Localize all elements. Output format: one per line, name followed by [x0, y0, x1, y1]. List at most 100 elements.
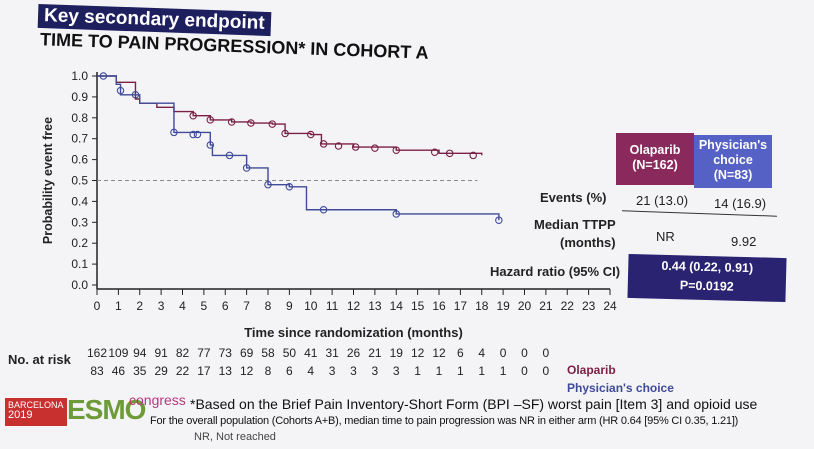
y-tick-label: 0.5 [71, 174, 88, 188]
logo-city: BARCELONA [8, 400, 64, 410]
y-tick-label: 0.9 [71, 90, 88, 104]
median-olaparib: NR [656, 229, 675, 244]
physician-header: Physician's choice (N=83) [694, 135, 772, 188]
censor-mark [242, 164, 251, 172]
censor-mark [351, 143, 360, 151]
x-tick-label: 16 [432, 299, 446, 313]
censor-mark [392, 146, 400, 154]
censor-mark [227, 118, 236, 126]
physician-header-name: Physician's [698, 138, 768, 152]
olaparib-header: Olaparib (N=162) [616, 133, 694, 185]
x-tick-label: 22 [561, 299, 575, 313]
censor-mark [189, 130, 197, 139]
risk-count: 4 [478, 346, 486, 360]
y-tick-label: 0.0 [71, 278, 88, 292]
risk-count: 0 [521, 364, 528, 378]
x-tick-label: 4 [179, 299, 186, 313]
x-tick-label: 19 [496, 299, 510, 313]
risk-count: 50 [282, 346, 297, 360]
risk-row-label: Physician's choice [567, 381, 674, 395]
x-tick-label: 9 [286, 299, 293, 313]
censor-mark [319, 140, 328, 148]
risk-count: 0 [542, 346, 550, 360]
risk-count: 1 [499, 364, 507, 378]
risk-count: 1 [457, 364, 464, 378]
risk-count: 21 [368, 346, 382, 360]
risk-count: 73 [218, 346, 232, 360]
risk-count: 1 [435, 364, 443, 378]
x-tick-label: 18 [475, 299, 489, 313]
physician-header-n: (N=83) [713, 168, 753, 182]
risk-label: No. at risk [8, 352, 71, 367]
risk-count: 29 [154, 364, 168, 378]
censor-mark [445, 149, 454, 158]
censor-mark [116, 86, 125, 95]
median-physician: 9.92 [731, 234, 757, 249]
risk-count: 82 [175, 346, 190, 360]
x-tick-label: 20 [518, 299, 532, 313]
median-label-units: (months) [560, 235, 616, 250]
censor-mark [99, 72, 108, 80]
olaparib-header-n: (N=162) [632, 158, 678, 172]
risk-count: 31 [325, 346, 339, 360]
risk-count: 8 [264, 364, 272, 378]
y-tick-label: 0.3 [71, 215, 88, 229]
censor-mark [268, 120, 277, 128]
footnote-overall: For the overall population (Cohorts A+B)… [150, 415, 739, 427]
censor-mark [206, 116, 215, 124]
risk-count: 1 [414, 364, 421, 378]
risk-count: 13 [218, 364, 232, 378]
footnote-nr: NR, Not reached [194, 431, 276, 443]
x-tick-label: 1 [115, 299, 122, 313]
risk-count: 3 [371, 364, 379, 378]
censor-mark [306, 130, 315, 139]
risk-count: 109 [108, 346, 129, 360]
y-tick-label: 0.2 [71, 236, 88, 250]
censor-mark [264, 180, 272, 189]
y-tick-label: 0.8 [71, 111, 88, 125]
risk-count: 46 [111, 364, 126, 378]
risk-count: 22 [175, 364, 190, 378]
censor-mark [170, 128, 178, 137]
x-tick-label: 10 [304, 299, 318, 313]
risk-count: 69 [239, 346, 254, 360]
y-tick-label: 1.0 [71, 69, 88, 83]
risk-count: 162 [86, 346, 108, 360]
risk-count: 0 [521, 346, 528, 360]
risk-count: 0 [542, 364, 550, 378]
risk-count: 26 [346, 346, 361, 360]
censor-mark [281, 129, 289, 138]
censor-mark [334, 142, 343, 150]
km-curve-olaparib [97, 75, 483, 156]
events-physician: 14 (16.9) [714, 196, 767, 211]
risk-count: 0 [499, 346, 507, 360]
hr-box: 0.44 (0.22, 0.91) P=0.0192 [627, 253, 787, 303]
censor-mark [189, 111, 197, 120]
censor-mark [430, 148, 439, 157]
physician-header-name2: choice [713, 153, 753, 167]
footnote-main: *Based on the Brief Pain Inventory-Short… [190, 396, 758, 412]
risk-row-label: Olaparib [567, 363, 616, 377]
risk-count: 35 [133, 364, 147, 378]
risk-count: 91 [154, 346, 168, 360]
events-label: Events (%) [540, 190, 607, 205]
risk-count: 3 [392, 364, 400, 378]
risk-count: 4 [307, 364, 315, 378]
risk-count: 1 [478, 364, 486, 378]
risk-count: 41 [304, 346, 318, 360]
censor-mark [392, 210, 400, 218]
x-tick-label: 11 [326, 299, 339, 313]
risk-count: 19 [389, 346, 403, 360]
censor-mark [285, 183, 294, 191]
x-axis-label: Time since randomization (months) [244, 325, 463, 340]
censor-mark [193, 130, 202, 139]
x-tick-label: 12 [347, 299, 361, 313]
x-tick-label: 6 [222, 299, 229, 313]
x-tick-label: 23 [582, 299, 596, 313]
risk-count: 83 [90, 364, 104, 378]
risk-count: 12 [239, 364, 254, 378]
y-tick-label: 0.7 [71, 132, 88, 146]
y-tick-label: 0.4 [71, 194, 88, 208]
x-tick-label: 24 [603, 299, 617, 313]
